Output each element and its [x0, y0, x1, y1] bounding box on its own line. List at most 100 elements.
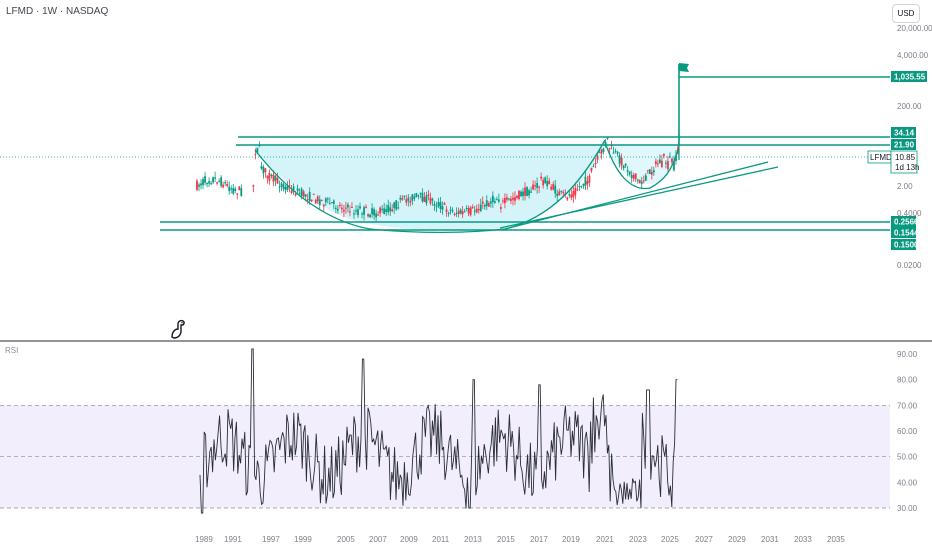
candle-body	[401, 197, 404, 200]
candle-body	[312, 193, 315, 195]
candle-body	[562, 191, 565, 193]
candle-body	[425, 195, 428, 204]
candle-body	[506, 197, 508, 200]
price-tick-label: 200.00	[897, 102, 922, 111]
candle-body	[200, 183, 202, 186]
last-price-value: 10.85	[895, 153, 916, 162]
time-tick-label: 2015	[497, 535, 515, 544]
candle-body	[328, 203, 331, 205]
badge-bg	[891, 71, 927, 82]
candle-body	[552, 183, 555, 190]
candle-body	[528, 190, 530, 196]
candle-body	[632, 174, 635, 179]
candle-body	[530, 191, 532, 193]
candle-body	[491, 195, 494, 203]
price-level-badge: 0.2566	[891, 216, 919, 227]
candle-body	[618, 155, 621, 164]
candle-body	[584, 176, 587, 186]
candle-body	[656, 163, 659, 165]
candle-body	[590, 167, 593, 172]
symbol-title: LFMD · 1W · NASDAQ	[6, 6, 109, 17]
candle-body	[381, 208, 384, 210]
candle-body	[550, 186, 553, 190]
candle-body	[485, 200, 488, 207]
candle-body	[650, 171, 653, 175]
candle-body	[427, 194, 430, 196]
candle-body	[673, 161, 675, 171]
candle-body	[677, 147, 679, 152]
candle-body	[475, 208, 478, 213]
candle-body	[588, 175, 591, 183]
candle-body	[417, 195, 420, 197]
candle-body	[522, 191, 524, 197]
time-tick-label: 2023	[629, 535, 647, 544]
time-tick-label: 2009	[400, 535, 418, 544]
candle-body	[667, 161, 669, 170]
candle-body	[640, 181, 643, 184]
candle-body	[644, 175, 647, 181]
candle-body	[654, 161, 657, 165]
candle-body	[596, 155, 599, 160]
candle-body	[272, 174, 275, 182]
candle-body	[373, 209, 375, 216]
candle-body	[648, 169, 651, 174]
candle-body	[526, 187, 528, 197]
candle-body	[212, 177, 214, 183]
badge-label: 34.14	[894, 129, 915, 138]
candle-body	[437, 202, 440, 207]
candle-body	[351, 206, 353, 208]
rsi-label: RSI	[5, 346, 19, 355]
candle-body	[479, 204, 482, 212]
candle-body	[512, 197, 514, 200]
candle-body	[298, 192, 301, 194]
candle-body	[405, 199, 408, 203]
candle-body	[367, 214, 369, 217]
price-tick-label: 0.0200	[897, 261, 922, 270]
time-tick-label: 2007	[369, 535, 387, 544]
candle-body	[477, 209, 480, 211]
price-axis: 20,000.00 4,000.00 200.00 2.00 0.4000 0.0200 1…	[867, 24, 932, 270]
candle-body	[369, 214, 371, 218]
candle-body	[493, 201, 496, 203]
candle-body	[675, 155, 677, 161]
candle-body	[445, 209, 448, 212]
candle-body	[216, 182, 219, 184]
badge-bg	[891, 127, 916, 138]
candle-body	[238, 186, 241, 191]
candle-body	[338, 204, 341, 206]
candle-body	[499, 206, 502, 209]
rsi-tick-label: 90.00	[897, 350, 918, 359]
candle-body	[226, 183, 229, 186]
rsi-pane[interactable]: 90.00 80.00 70.00 60.00 50.00 40.00 30.00	[0, 348, 918, 514]
time-tick-label: 2021	[596, 535, 614, 544]
time-tick-label: 2031	[761, 535, 779, 544]
candle-body	[316, 196, 319, 202]
price-pane[interactable]: 20,000.00 4,000.00 200.00 2.00 0.4000 0.0200 1…	[0, 24, 932, 270]
price-level-badge: 1,035.55	[891, 71, 927, 82]
candle-body	[554, 185, 557, 194]
price-level-badge: 21.90	[891, 139, 916, 150]
candle-body	[487, 203, 490, 207]
candle-body	[206, 182, 208, 185]
badge-label: 0.1544	[894, 229, 919, 238]
candle-body	[514, 197, 516, 201]
candle-body	[306, 199, 309, 201]
candle-body	[459, 209, 462, 214]
candle-body	[518, 190, 520, 199]
candle-body	[453, 213, 456, 215]
candle-body	[204, 176, 206, 183]
candle-body	[467, 207, 470, 214]
candle-body	[332, 200, 335, 204]
candle-body	[495, 199, 498, 201]
currency-button[interactable]: USD	[892, 4, 920, 23]
candle-body	[642, 180, 645, 182]
candle-body	[224, 182, 227, 184]
time-tick-label: 2025	[661, 535, 679, 544]
candle-body	[266, 175, 269, 179]
candle-body	[252, 185, 255, 187]
price-level-badge: 34.14	[891, 127, 916, 138]
candle-body	[230, 188, 233, 190]
candle-body	[624, 163, 627, 166]
candle-body	[286, 185, 289, 190]
